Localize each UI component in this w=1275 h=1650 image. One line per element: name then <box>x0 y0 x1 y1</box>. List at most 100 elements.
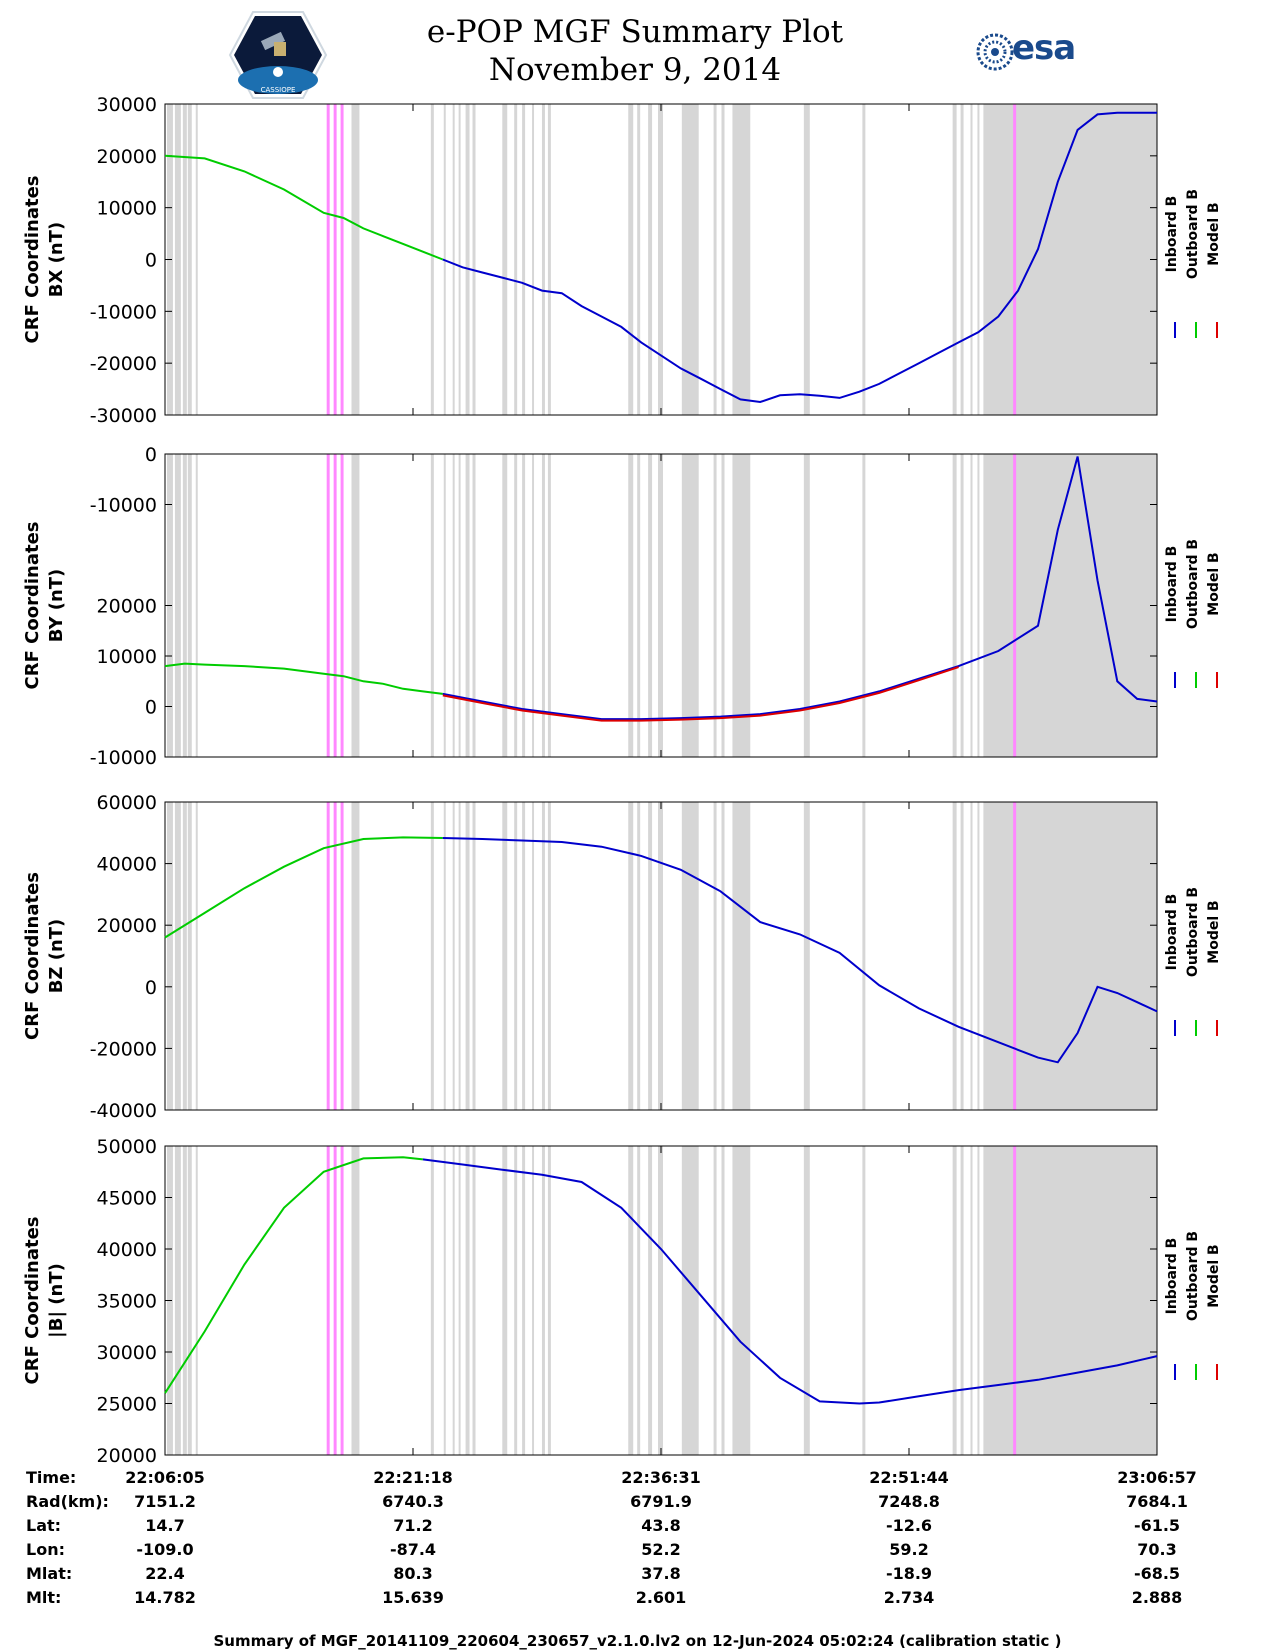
ephemeris-value: 6740.3 <box>382 1492 444 1511</box>
legend-label: Outboard B <box>1185 887 1201 977</box>
x-tick-label: 23:06:57 <box>1117 1468 1197 1487</box>
legend-label: Inboard B <box>1164 546 1180 623</box>
event-marker <box>326 802 330 1110</box>
y-tick-label: -30000 <box>90 405 157 427</box>
ephemeris-row: Lon: -109.0 -87.4 52.2 59.2 70.3 <box>0 1540 1275 1564</box>
data-gap-band <box>195 1146 198 1455</box>
y-tick-label: -10000 <box>90 495 157 517</box>
legend-label: Inboard B <box>1164 1238 1180 1315</box>
data-gap-band <box>803 104 810 415</box>
ephemeris-value: -18.9 <box>885 1564 933 1583</box>
data-gap-band <box>658 454 663 757</box>
ephemeris-label: Mlt: <box>26 1588 62 1607</box>
data-gap-band <box>182 802 187 1110</box>
data-gap-band <box>182 454 187 757</box>
y-tick-label: 45000 <box>97 1188 157 1210</box>
data-gap-band <box>532 454 535 757</box>
data-gap-band <box>970 1146 973 1455</box>
ephemeris-value: 14.782 <box>134 1588 196 1607</box>
series-line-outboard <box>164 1156 424 1394</box>
data-gap-band <box>541 454 545 757</box>
event-marker <box>326 1146 330 1455</box>
ephemeris-label: Time: <box>26 1468 77 1487</box>
data-gap-band <box>522 802 526 1110</box>
event-marker <box>1013 1146 1017 1455</box>
legend-label: Inboard B <box>1164 894 1180 971</box>
data-gap-band <box>713 104 717 415</box>
data-gap-band <box>187 104 192 415</box>
x-tick-label: 22:36:31 <box>621 1468 701 1487</box>
data-gap-band <box>952 802 957 1110</box>
data-gap-band <box>514 104 518 415</box>
data-gap-band <box>458 454 461 757</box>
event-marker <box>326 104 330 415</box>
data-gap-band <box>658 104 663 415</box>
legend-label: Inboard B <box>1164 196 1180 273</box>
data-gap-band <box>452 802 455 1110</box>
esa-logo-text: esa <box>1012 28 1076 68</box>
data-gap-band <box>977 454 980 757</box>
ephemeris-row: Lat: 14.7 71.2 43.8 -12.6 -61.5 <box>0 1516 1275 1540</box>
data-gap-band <box>195 802 198 1110</box>
x-tick-label: 22:06:05 <box>125 1468 205 1487</box>
event-marker <box>340 104 344 415</box>
ephemeris-value: 43.8 <box>641 1516 681 1535</box>
data-gap-band <box>465 454 470 757</box>
data-gap-band <box>977 802 980 1110</box>
data-gap-band <box>502 104 508 415</box>
data-gap-band <box>732 802 751 1110</box>
data-gap-band <box>351 1146 360 1455</box>
event-marker <box>333 802 337 1110</box>
ephemeris-value: 2.734 <box>883 1588 935 1607</box>
data-gap-band <box>721 104 725 415</box>
footer-caption: Summary of MGF_20141109_220604_230657_v2… <box>213 1632 1062 1650</box>
ephemeris-row: Mlt: 14.782 15.639 2.601 2.734 2.888 <box>0 1588 1275 1612</box>
data-gap-band <box>862 104 866 415</box>
data-gap-band <box>983 454 1157 757</box>
data-gap-band <box>970 802 973 1110</box>
data-gap-band <box>465 1146 470 1455</box>
ephemeris-value: 7151.2 <box>134 1492 196 1511</box>
data-gap-band <box>514 454 518 757</box>
event-marker <box>1013 104 1017 415</box>
data-gap-band <box>502 454 508 757</box>
data-gap-band <box>803 802 810 1110</box>
ephemeris-row: Mlat: 22.4 80.3 37.8 -18.9 -68.5 <box>0 1564 1275 1588</box>
legend-label: Model B <box>1206 900 1222 963</box>
legend-label: Outboard B <box>1185 189 1201 279</box>
panel-2: 0 -10000 20000 10000 0 -10000 CRF Coordinates B… <box>22 444 1222 769</box>
data-gap-band <box>502 1146 508 1455</box>
data-gap-band <box>732 454 751 757</box>
series-line-outboard <box>164 154 444 261</box>
y-tick-label: -10000 <box>90 747 157 769</box>
cassiope-logo: CASSIOPE <box>228 11 328 99</box>
data-gap-band <box>472 1146 476 1455</box>
ephemeris-label: Rad(km): <box>26 1492 109 1511</box>
data-gap-band <box>952 1146 957 1455</box>
y-tick-label: 0 <box>145 697 157 719</box>
data-gap-band <box>983 802 1157 1110</box>
data-gap-band <box>514 802 518 1110</box>
data-gap-band <box>637 802 641 1110</box>
data-gap-band <box>628 1146 634 1455</box>
data-gap-band <box>960 802 964 1110</box>
cassiope-logo-text: CASSIOPE <box>261 86 296 94</box>
data-gap-band <box>472 104 476 415</box>
data-gap-band <box>532 104 535 415</box>
data-gap-band <box>351 802 360 1110</box>
data-gap-band <box>681 1146 699 1455</box>
data-gap-band <box>452 454 455 757</box>
data-gap-band <box>502 802 508 1110</box>
y-axis-label: BZ (nT) <box>46 919 67 994</box>
ephemeris-value: 80.3 <box>393 1564 433 1583</box>
panel-4: 50000 45000 40000 35000 30000 25000 20000 CRF C… <box>22 1136 1222 1467</box>
data-gap-band <box>532 802 535 1110</box>
y-tick-label: 30000 <box>97 94 157 116</box>
y-axis-label: BY (nT) <box>46 569 67 643</box>
data-gap-band <box>514 1146 518 1455</box>
data-gap-band <box>174 1146 181 1455</box>
data-gap-band <box>960 454 964 757</box>
ephemeris-label: Mlat: <box>26 1564 73 1583</box>
ephemeris-value: 6791.9 <box>630 1492 692 1511</box>
data-gap-band <box>681 104 699 415</box>
